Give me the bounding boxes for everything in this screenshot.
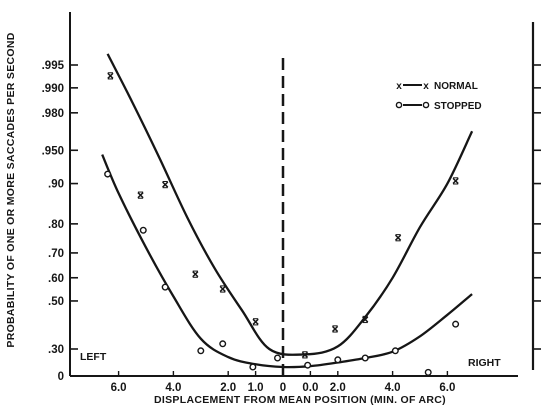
y-axis-title: PROBABILITY OF ONE OR MORE SACCADES PER … bbox=[5, 32, 17, 347]
curve-stopped bbox=[101, 154, 473, 369]
point-stopped bbox=[391, 347, 399, 355]
annotation-right: RIGHT bbox=[468, 357, 501, 369]
annotation-left: LEFT bbox=[80, 351, 107, 363]
legend-marker-normal: x bbox=[396, 81, 402, 92]
y-tick-label: .30 bbox=[48, 344, 64, 356]
y-tick-label: .60 bbox=[48, 273, 64, 285]
point-normal bbox=[137, 191, 144, 199]
y-tick-label: .980 bbox=[42, 108, 64, 120]
point-normal bbox=[301, 351, 309, 359]
y-tick-label: 0 bbox=[58, 371, 64, 383]
point-stopped bbox=[197, 347, 205, 355]
right-edge-ticks bbox=[533, 64, 541, 350]
x-tick-label: 6.0 bbox=[439, 382, 455, 394]
x-tick-label: 2.0 bbox=[330, 382, 346, 394]
y-tick-label: .80 bbox=[48, 219, 64, 231]
x-tick-label: 2.0 bbox=[220, 382, 236, 394]
legend: x x NORMAL STOPPED bbox=[395, 81, 482, 112]
point-stopped bbox=[361, 354, 369, 362]
x-tick-label: 0 bbox=[280, 382, 286, 394]
x-tick-label: 0.0 bbox=[302, 382, 318, 394]
point-normal bbox=[219, 285, 226, 293]
point-stopped bbox=[249, 363, 257, 371]
y-tick-label: .90 bbox=[48, 179, 64, 191]
legend-marker-stopped bbox=[395, 101, 403, 109]
x-axis-title: DISPLACEMENT FROM MEAN POSITION (MIN. OF… bbox=[154, 394, 446, 406]
x-tick-label: 1.0 bbox=[248, 382, 264, 394]
y-tick-label: .50 bbox=[48, 296, 64, 308]
point-stopped bbox=[139, 226, 147, 234]
point-stopped bbox=[452, 320, 460, 328]
y-tick-label: .990 bbox=[42, 83, 64, 95]
point-normal bbox=[331, 325, 339, 333]
x-tick-label: 4.0 bbox=[165, 382, 181, 394]
point-normal bbox=[362, 315, 369, 324]
legend-entry-normal: x x NORMAL bbox=[396, 81, 478, 92]
x-tick-label: 6.0 bbox=[111, 382, 127, 394]
point-normal bbox=[162, 181, 169, 189]
x-tick-label: 4.0 bbox=[385, 382, 401, 394]
point-normal bbox=[452, 177, 459, 185]
legend-entry-stopped: STOPPED bbox=[395, 101, 482, 112]
y-tick-label: .70 bbox=[48, 248, 64, 260]
x-ticks: 6.0 4.0 2.0 1.0 0 0.0 2.0 4.0 6.0 bbox=[111, 371, 455, 394]
legend-label-normal: NORMAL bbox=[434, 81, 478, 92]
point-stopped bbox=[424, 368, 432, 376]
point-normal bbox=[394, 234, 402, 242]
point-stopped bbox=[274, 354, 282, 362]
point-normal bbox=[252, 318, 259, 326]
axes bbox=[69, 12, 535, 377]
legend-marker2-stopped bbox=[422, 101, 430, 109]
point-normal bbox=[192, 270, 199, 278]
fit-curves bbox=[101, 53, 474, 369]
point-stopped bbox=[161, 283, 169, 291]
point-stopped bbox=[304, 361, 312, 369]
y-tick-label: .995 bbox=[42, 60, 65, 72]
legend-label-stopped: STOPPED bbox=[434, 101, 482, 112]
data-points bbox=[104, 72, 460, 376]
y-ticks: 0 .30 .50 .60 .70 .80 .90 .950 .980 .990 .995 bbox=[42, 60, 78, 383]
legend-marker2-normal: x bbox=[423, 81, 429, 92]
point-stopped bbox=[219, 340, 227, 348]
point-stopped bbox=[334, 356, 342, 364]
y-tick-label: .950 bbox=[42, 145, 64, 157]
point-normal bbox=[107, 72, 114, 80]
curve-normal bbox=[106, 53, 474, 356]
point-stopped bbox=[104, 170, 112, 178]
